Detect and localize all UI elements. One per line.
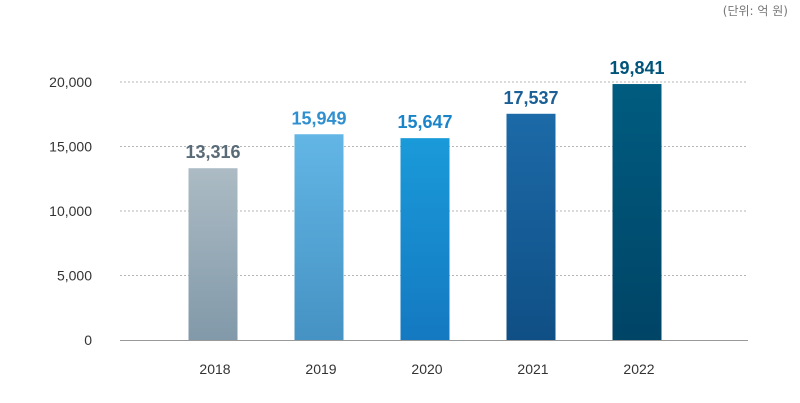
y-tick-label: 20,000	[49, 74, 92, 90]
bar-2022	[612, 84, 662, 340]
bar-2021	[506, 113, 556, 340]
data-label-2020: 15,647	[397, 112, 452, 132]
bar-2020	[400, 138, 450, 340]
bars	[188, 84, 662, 340]
x-tick-label-2022: 2022	[623, 361, 654, 377]
x-axis-ticks: 2018 2019 2020 2021 2022	[199, 361, 654, 377]
y-tick-label: 0	[84, 332, 92, 348]
y-tick-label: 15,000	[49, 139, 92, 155]
x-tick-label-2018: 2018	[199, 361, 230, 377]
data-label-2021: 17,537	[503, 88, 558, 108]
data-labels: 13,316 15,949 15,647 17,537 19,841	[185, 58, 664, 162]
y-axis-ticks: 0 5,000 10,000 15,000 20,000	[49, 74, 92, 348]
unit-note: (단위: 억 원)	[722, 4, 788, 18]
data-label-2022: 19,841	[609, 58, 664, 78]
bar-2018	[188, 168, 238, 340]
data-label-2019: 15,949	[291, 108, 346, 128]
x-tick-label-2019: 2019	[305, 361, 336, 377]
y-tick-label: 10,000	[49, 203, 92, 219]
y-tick-label: 5,000	[57, 268, 92, 284]
x-tick-label-2020: 2020	[411, 361, 442, 377]
x-tick-label-2021: 2021	[517, 361, 548, 377]
data-label-2018: 13,316	[185, 142, 240, 162]
bar-2019	[294, 134, 344, 340]
